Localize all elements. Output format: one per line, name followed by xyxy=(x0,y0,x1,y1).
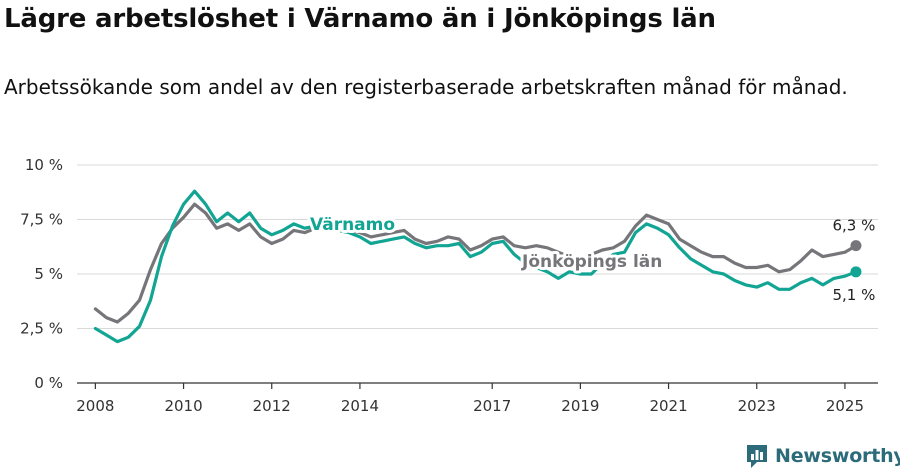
series-label-halo-jonkopings-lan: Jönköpings län xyxy=(521,252,662,272)
x-tick-label-6: 2021 xyxy=(649,397,687,415)
x-tick-label-3: 2014 xyxy=(341,397,379,415)
brand: Newsworthy xyxy=(745,443,900,469)
x-tick-label-4: 2017 xyxy=(473,397,511,415)
y-tick-label-3: 7,5 % xyxy=(20,211,63,229)
x-tick-label-2: 2012 xyxy=(253,397,291,415)
chart-subtitle: Arbetssökande som andel av den registerb… xyxy=(4,75,848,99)
y-tick-label-1: 2,5 % xyxy=(20,320,63,338)
series-line-varnamo xyxy=(93,189,858,344)
series-label-halo-varnamo: Värnamo xyxy=(310,215,395,235)
end-label-jonkopings-lan: 6,3 % xyxy=(833,217,876,235)
y-tick-label-4: 10 % xyxy=(25,156,63,174)
series-label-jonkopings-lan: Jönköpings län xyxy=(521,252,662,272)
brand-name: Newsworthy xyxy=(775,445,900,467)
x-tick-label-5: 2019 xyxy=(561,397,599,415)
x-tick-label-1: 2010 xyxy=(164,397,202,415)
y-tick-label-2: 5 % xyxy=(34,265,63,283)
x-tick-label-7: 2023 xyxy=(738,397,776,415)
y-tick-label-0: 0 % xyxy=(34,374,63,392)
newsworthy-logo-icon xyxy=(747,445,767,468)
x-tick-label-8: 2025 xyxy=(826,397,864,415)
series-label-varnamo: Värnamo xyxy=(310,215,395,235)
chart-title: Lägre arbetslöshet i Värnamo än i Jönköp… xyxy=(4,4,716,34)
end-label-varnamo: 5,1 % xyxy=(833,286,876,304)
x-tick-label-0: 2008 xyxy=(76,397,114,415)
series-line-jonkopings-lan xyxy=(93,202,858,324)
end-point-jonkopings-lan xyxy=(850,240,862,252)
end-point-varnamo xyxy=(850,266,862,278)
